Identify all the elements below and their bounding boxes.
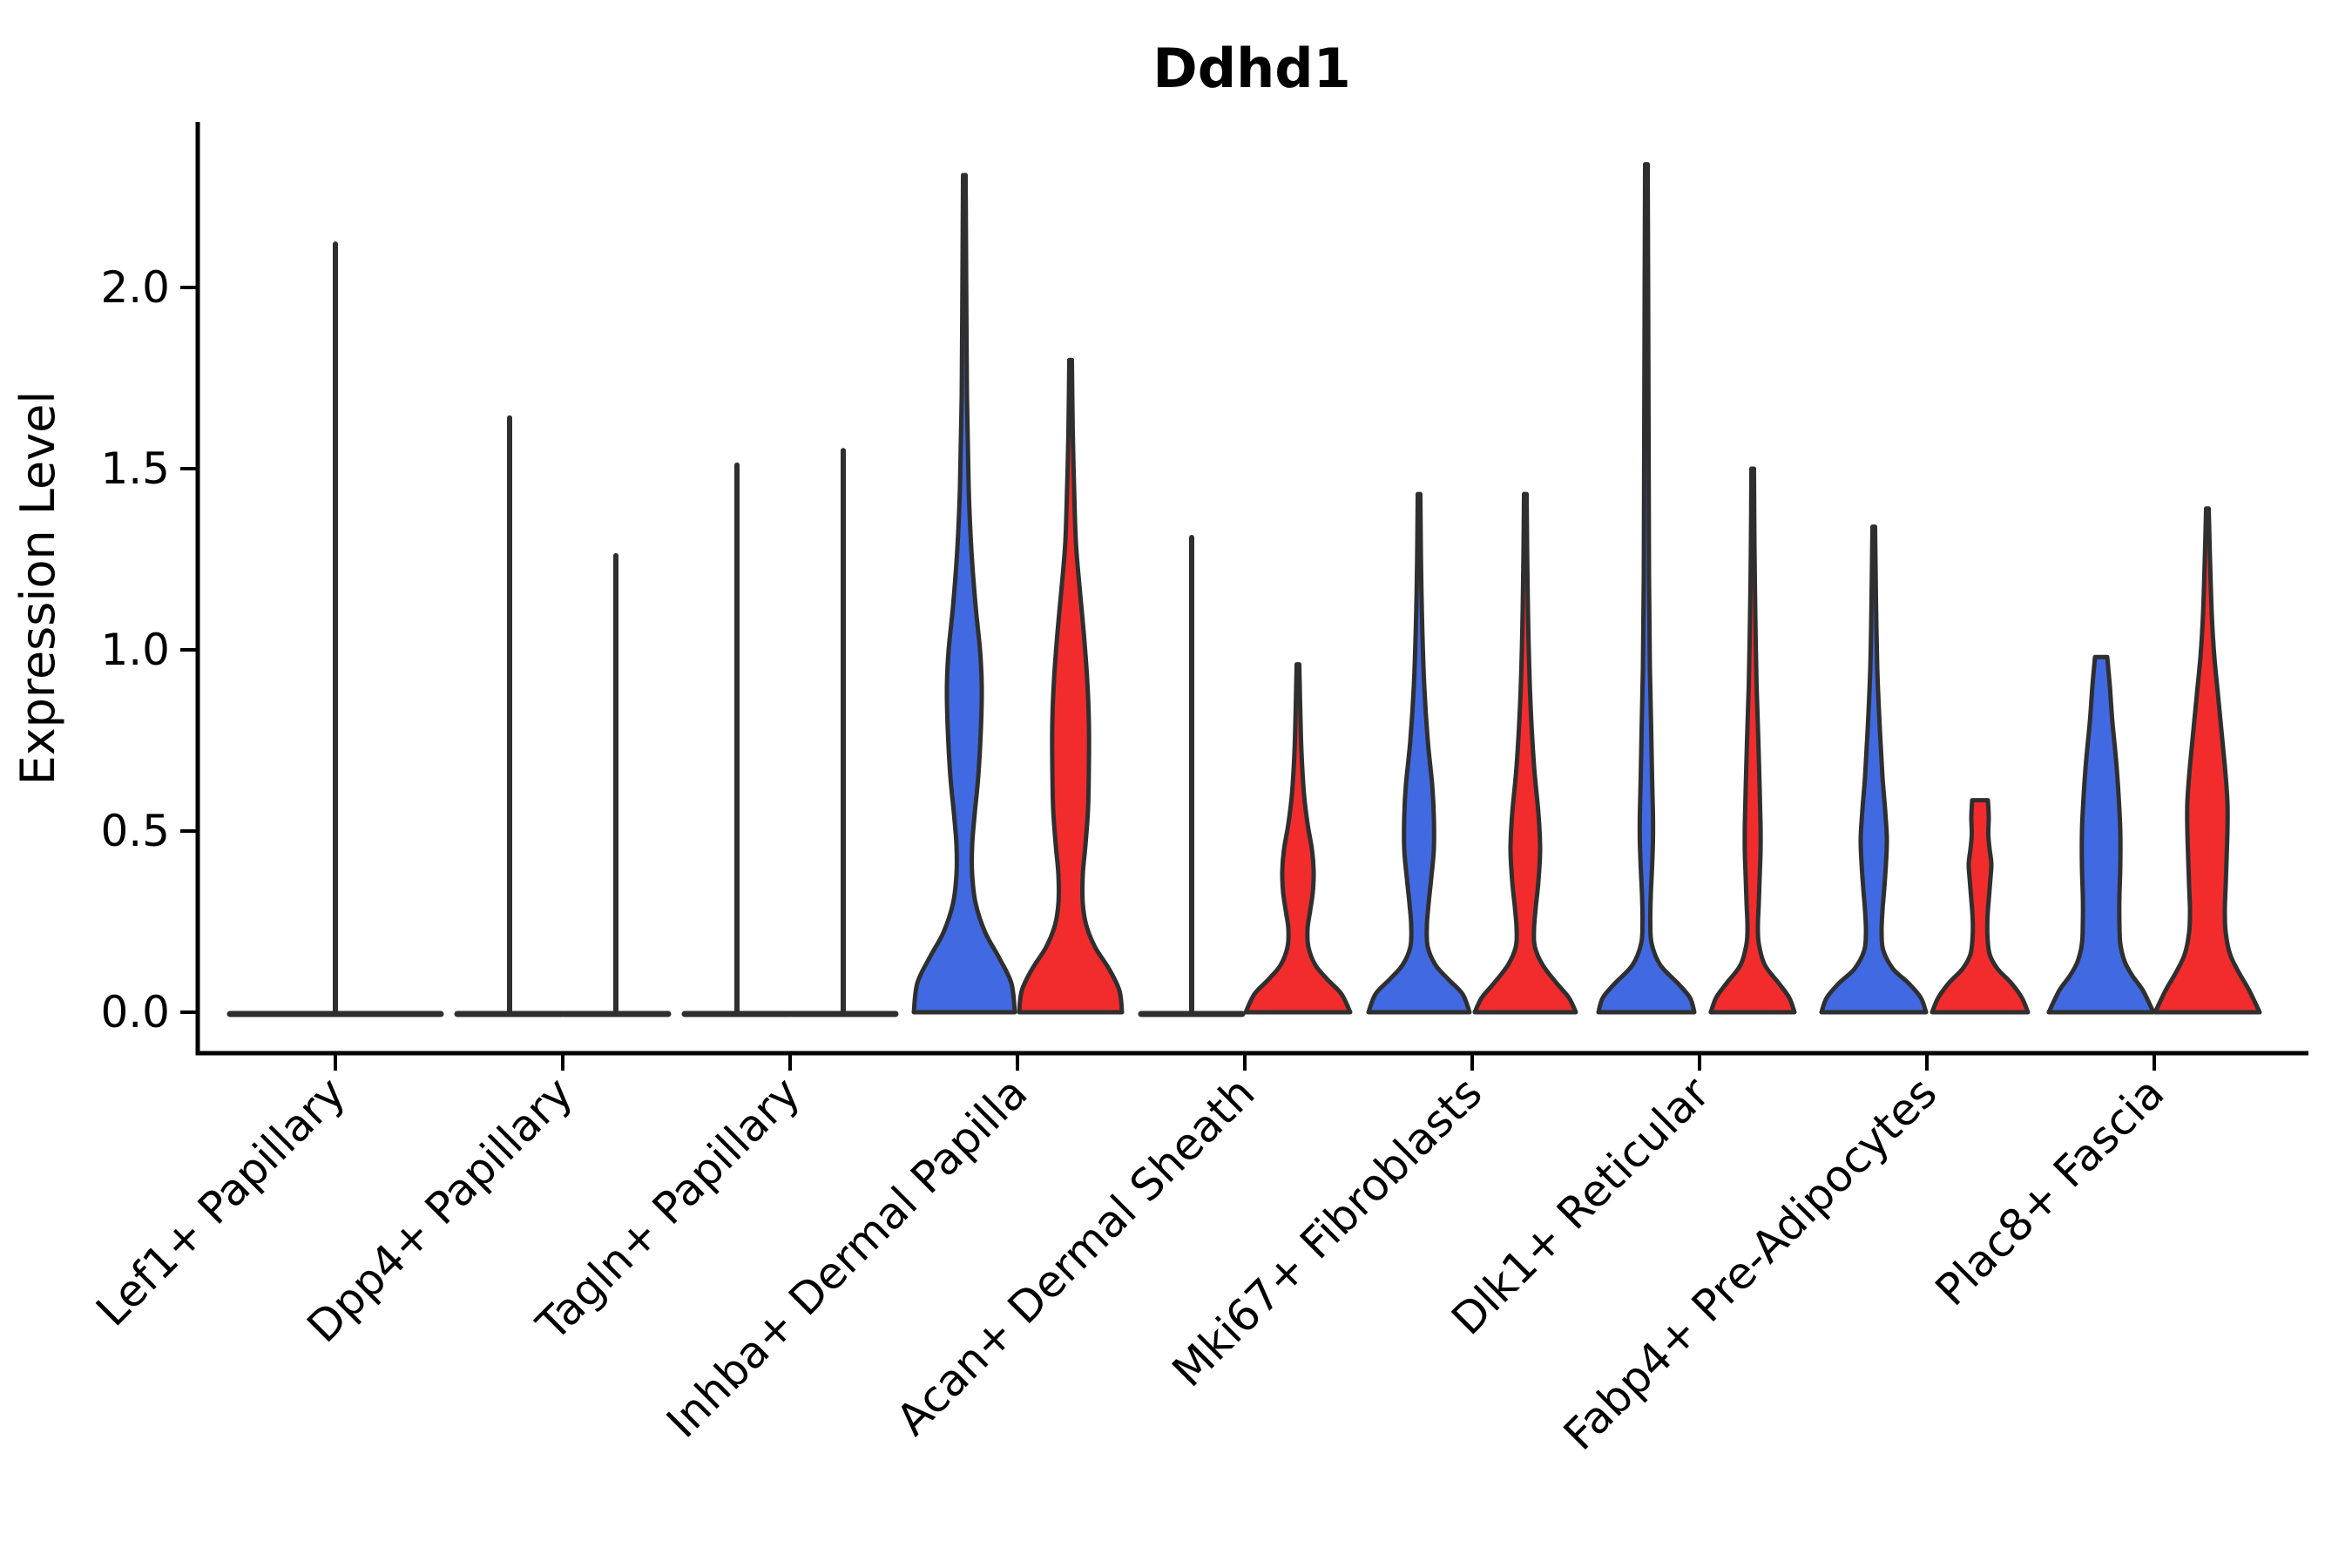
violin-mki67-fibroblasts-red: [1472, 491, 1578, 1015]
x-tick-label-inhba-dermal-papilla: Inhba+ Dermal Papilla: [657, 1067, 1037, 1447]
violin-plac8-fascia-blue: [2046, 654, 2156, 1015]
y-tick-label-0.0: 0.0: [100, 987, 170, 1037]
x-tick-label-acan-dermal-sheath: Acan+ Dermal Sheath: [887, 1067, 1265, 1445]
violin-fabp4-pre-adipocytes-red: [1930, 798, 2031, 1015]
chart-title: Ddhd1: [1152, 37, 1351, 100]
violin-plac8-fascia-red: [2153, 506, 2262, 1015]
y-tick-label-1.5: 1.5: [100, 443, 170, 494]
y-tick-label-0.5: 0.5: [100, 806, 170, 856]
violin-acan-dermal-sheath-red: [1243, 662, 1353, 1015]
y-axis-label: Expression Level: [10, 391, 65, 786]
violin-mki67-fibroblasts-blue: [1366, 491, 1472, 1015]
violin-inhba-dermal-papilla-red: [1017, 357, 1125, 1015]
x-tick-label-lef1-papillary: Lef1+ Papillary: [86, 1067, 355, 1335]
violin-dlk1-reticular-blue: [1596, 162, 1697, 1015]
violin-inhba-dermal-papilla-blue: [911, 172, 1017, 1015]
violins-layer: [226, 162, 2262, 1017]
violin-dlk1-reticular-red: [1708, 466, 1797, 1015]
x-tick-label-plac8-fascia: Plac8+ Fascia: [1926, 1067, 2174, 1315]
y-tick-label-1.0: 1.0: [100, 625, 170, 675]
violin-fabp4-pre-adipocytes-blue: [1819, 524, 1929, 1015]
y-tick-label-2.0: 2.0: [100, 262, 170, 313]
x-tick-label-fabp4-pre-adipocytes: Fabp4+ Pre-Adipocytes: [1554, 1067, 1947, 1460]
